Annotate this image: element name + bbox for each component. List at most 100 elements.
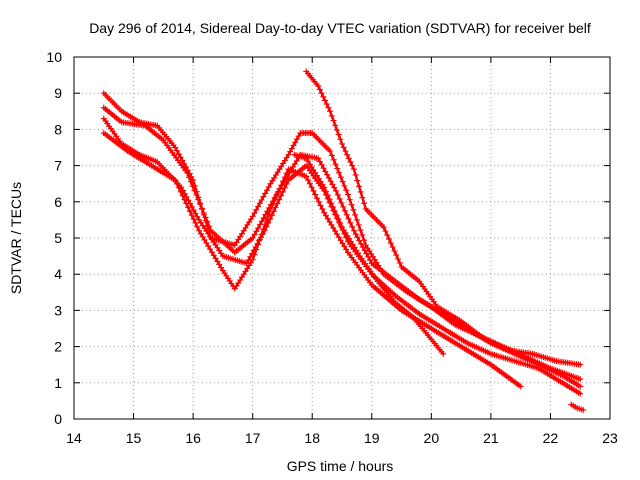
data-point: [188, 212, 195, 219]
data-point: [363, 250, 370, 257]
x-axis-label: GPS time / hours: [287, 458, 394, 474]
data-point: [258, 196, 265, 203]
series-trace-5: [303, 68, 584, 368]
data-point: [210, 252, 217, 259]
data-point: [359, 232, 366, 239]
data-point: [175, 184, 182, 191]
data-point: [310, 187, 317, 194]
data-point: [172, 144, 179, 151]
data-point: [216, 261, 223, 268]
data-point: [196, 227, 203, 234]
data-point: [269, 202, 276, 209]
data-point: [349, 223, 356, 230]
data-point: [580, 406, 587, 413]
data-point: [352, 211, 359, 218]
data-point: [251, 231, 258, 238]
data-point: [260, 193, 267, 200]
data-point: [175, 151, 182, 158]
data-point: [333, 187, 340, 194]
data-point: [343, 187, 350, 194]
data-point: [325, 174, 332, 181]
data-point: [292, 139, 299, 146]
data-point: [357, 188, 364, 195]
data-point: [316, 86, 323, 93]
data-point: [278, 192, 285, 199]
data-point: [185, 197, 192, 204]
data-point: [207, 246, 214, 253]
data-point: [352, 171, 359, 178]
data-point: [339, 140, 345, 147]
data-point: [344, 191, 351, 198]
data-point: [263, 216, 270, 223]
data-point: [337, 237, 344, 244]
data-point: [270, 208, 277, 215]
data-point: [335, 131, 342, 138]
data-point: [396, 259, 403, 266]
data-point: [353, 216, 360, 223]
data-point: [196, 201, 203, 208]
data-point: [197, 230, 204, 237]
y-tick-label: 8: [54, 121, 62, 137]
series-trace-6: [291, 151, 447, 357]
data-point: [322, 188, 329, 195]
data-point: [337, 220, 344, 227]
y-tick-label: 0: [54, 411, 62, 427]
data-point: [344, 151, 351, 158]
data-point: [289, 163, 296, 170]
data-point: [271, 198, 278, 205]
data-point: [274, 200, 281, 207]
data-point: [318, 161, 325, 168]
data-point: [359, 194, 366, 201]
plot-frame: [73, 56, 611, 420]
data-point: [195, 196, 202, 203]
data-point: [283, 180, 290, 187]
data-point: [202, 214, 209, 221]
data-point: [206, 223, 213, 230]
data-point: [324, 171, 331, 178]
data-point: [281, 184, 288, 191]
data-point: [337, 136, 344, 143]
data-point: [334, 165, 341, 172]
data-point: [313, 195, 320, 202]
x-tick-label: 22: [543, 430, 559, 446]
data-point: [290, 142, 297, 149]
data-point: [288, 145, 295, 152]
data-point: [335, 234, 342, 241]
data-point: [256, 200, 263, 207]
data-point: [577, 361, 584, 368]
data-point: [205, 243, 212, 250]
data-point: [272, 194, 279, 201]
series-line: [102, 91, 582, 381]
data-point: [333, 212, 340, 219]
data-point: [361, 200, 368, 207]
data-point: [179, 192, 186, 199]
data-point: [577, 376, 584, 383]
data-point: [251, 251, 258, 258]
data-point: [332, 122, 339, 129]
x-tick-label: 20: [424, 430, 440, 446]
data-point: [184, 169, 191, 176]
data-point: [340, 203, 347, 210]
data-point: [274, 190, 281, 197]
data-point: [346, 196, 353, 203]
data-point: [324, 192, 331, 199]
data-point: [350, 206, 357, 213]
data-point: [354, 177, 361, 184]
data-point: [214, 258, 221, 265]
data-point: [335, 216, 342, 223]
data-point: [339, 240, 346, 247]
x-tick-label: 23: [602, 430, 618, 446]
data-point: [172, 177, 179, 184]
data-point: [391, 248, 398, 255]
data-point: [350, 227, 357, 234]
data-point: [327, 108, 334, 115]
data-point: [332, 161, 339, 168]
data-point: [249, 213, 256, 220]
data-point: [577, 383, 584, 390]
data-point: [287, 148, 294, 155]
data-point: [332, 228, 339, 235]
data-point: [330, 117, 337, 124]
data-point: [334, 191, 341, 198]
data-point: [361, 247, 368, 254]
